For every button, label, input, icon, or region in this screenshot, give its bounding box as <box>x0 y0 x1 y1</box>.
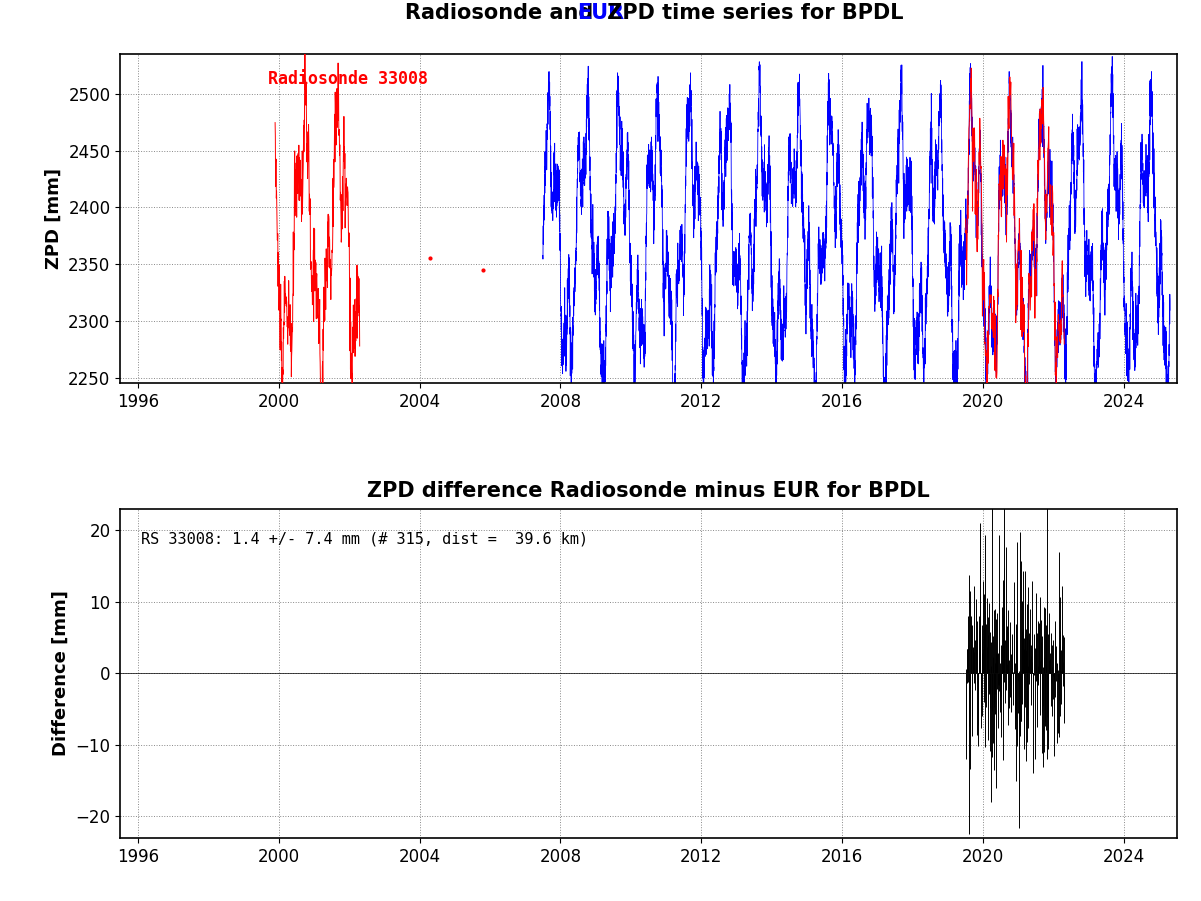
Point <box>473 262 492 277</box>
Text: ZPD time series for BPDL: ZPD time series for BPDL <box>600 3 904 23</box>
Text: Radiosonde 33008: Radiosonde 33008 <box>268 70 428 88</box>
Y-axis label: Difference [mm]: Difference [mm] <box>52 590 70 756</box>
Y-axis label: ZPD [mm]: ZPD [mm] <box>44 168 62 269</box>
Text: EUR: EUR <box>576 3 625 23</box>
Text: Radiosonde and: Radiosonde and <box>405 3 600 23</box>
Text: RS 33008: 1.4 +/- 7.4 mm (# 315, dist =  39.6 km): RS 33008: 1.4 +/- 7.4 mm (# 315, dist = … <box>142 532 588 547</box>
Title: ZPD difference Radiosonde minus EUR for BPDL: ZPD difference Radiosonde minus EUR for … <box>368 481 930 502</box>
Point <box>420 251 440 266</box>
